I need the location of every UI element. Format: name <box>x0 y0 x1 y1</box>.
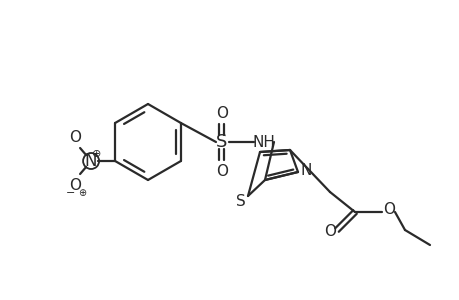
Text: S: S <box>216 133 227 151</box>
Text: O: O <box>382 202 394 217</box>
Text: N: N <box>300 163 311 178</box>
Text: −: − <box>65 188 75 198</box>
Text: O: O <box>69 178 81 193</box>
Text: O: O <box>216 106 228 121</box>
Text: S: S <box>235 194 246 209</box>
Text: ⊕: ⊕ <box>78 188 86 198</box>
Text: O: O <box>323 224 335 239</box>
Text: O: O <box>69 130 81 145</box>
Text: ⊕: ⊕ <box>92 149 101 159</box>
Text: NH: NH <box>252 134 275 149</box>
Text: O: O <box>216 164 228 178</box>
Text: N: N <box>84 152 97 170</box>
